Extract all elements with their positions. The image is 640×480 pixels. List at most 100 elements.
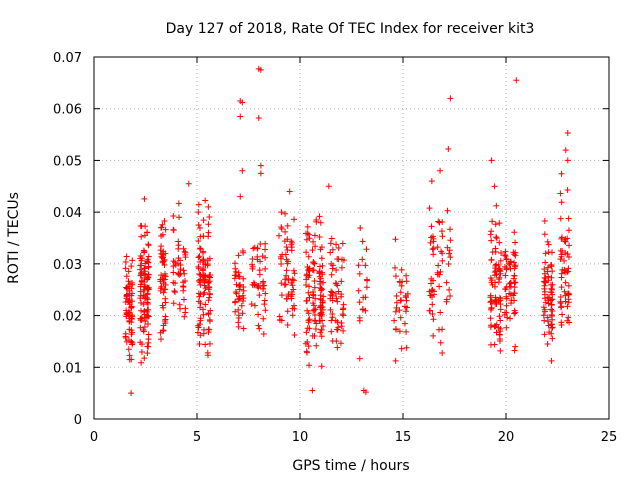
- y-tick-label: 0.03: [53, 258, 82, 273]
- data-point: [237, 193, 244, 200]
- data-point: [237, 113, 244, 120]
- data-point: [196, 224, 203, 231]
- data-point: [202, 301, 209, 308]
- data-point: [392, 357, 399, 364]
- data-point: [204, 279, 211, 286]
- data-point: [492, 268, 499, 275]
- data-point: [200, 233, 207, 240]
- data-point: [503, 302, 510, 309]
- data-point: [435, 262, 442, 269]
- data-point: [138, 223, 145, 230]
- data-point: [261, 301, 268, 308]
- data-point: [235, 306, 242, 313]
- data-point: [558, 199, 565, 206]
- data-point: [128, 285, 135, 292]
- data-point: [497, 317, 504, 324]
- x-tick-label: 5: [193, 430, 201, 445]
- data-point: [558, 251, 565, 258]
- data-point: [507, 279, 514, 286]
- data-point: [196, 271, 203, 278]
- data-point: [439, 250, 446, 257]
- data-point: [564, 303, 571, 310]
- data-point: [129, 290, 136, 297]
- data-point: [262, 290, 269, 297]
- data-point: [564, 157, 571, 164]
- data-point: [290, 267, 297, 274]
- data-point: [162, 281, 169, 288]
- data-point: [206, 294, 213, 301]
- data-point: [202, 341, 209, 348]
- data-point: [544, 238, 551, 245]
- data-point: [310, 307, 317, 314]
- data-point: [125, 337, 132, 344]
- data-point: [545, 241, 552, 248]
- data-point: [318, 333, 325, 340]
- data-point: [289, 282, 296, 289]
- data-point: [195, 221, 202, 228]
- x-axis-label: GPS time / hours: [292, 458, 409, 474]
- data-point: [548, 324, 555, 331]
- data-point: [141, 274, 148, 281]
- data-point: [157, 336, 164, 343]
- data-point: [548, 289, 555, 296]
- data-point: [492, 300, 499, 307]
- data-point: [541, 308, 548, 315]
- data-point: [512, 309, 519, 316]
- data-point: [291, 270, 298, 277]
- data-point: [439, 349, 446, 356]
- y-tick-label: 0.04: [53, 206, 82, 221]
- data-point: [141, 324, 148, 331]
- data-point: [549, 324, 556, 331]
- data-point: [548, 286, 555, 293]
- data-point: [557, 215, 564, 222]
- data-point: [363, 284, 370, 291]
- data-point: [316, 213, 323, 220]
- data-point: [289, 312, 296, 319]
- data-point: [251, 244, 258, 251]
- data-point: [498, 249, 505, 256]
- data-point: [195, 298, 202, 305]
- data-point: [328, 271, 335, 278]
- data-point: [335, 256, 342, 263]
- data-point: [329, 311, 336, 318]
- data-point: [306, 325, 313, 332]
- data-point: [332, 280, 339, 287]
- data-point: [239, 167, 246, 174]
- data-point: [443, 279, 450, 286]
- data-point: [359, 238, 366, 245]
- data-point: [232, 260, 239, 267]
- data-point: [283, 272, 290, 279]
- data-point: [548, 306, 555, 313]
- data-point: [231, 299, 238, 306]
- data-point: [309, 387, 316, 394]
- data-point: [492, 221, 499, 228]
- data-point: [182, 249, 189, 256]
- data-point: [507, 265, 514, 272]
- data-point: [206, 214, 213, 221]
- data-point: [278, 292, 285, 299]
- data-point: [158, 272, 165, 279]
- data-point: [306, 283, 313, 290]
- data-point: [557, 190, 564, 197]
- data-point: [319, 297, 326, 304]
- data-point: [180, 245, 187, 252]
- data-point: [492, 262, 499, 269]
- data-point: [199, 306, 206, 313]
- data-point: [318, 363, 325, 370]
- data-point: [157, 278, 164, 285]
- data-point: [129, 329, 136, 336]
- data-point: [445, 146, 452, 153]
- data-point: [402, 308, 409, 315]
- data-point: [177, 270, 184, 277]
- data-point: [428, 275, 435, 282]
- data-point: [506, 290, 513, 297]
- data-point: [283, 244, 290, 251]
- data-point: [275, 232, 282, 239]
- data-point: [393, 304, 400, 311]
- data-point: [279, 251, 286, 258]
- data-point: [141, 278, 148, 285]
- y-tick-label: 0.06: [53, 103, 82, 118]
- data-point: [544, 340, 551, 347]
- data-point: [238, 302, 245, 309]
